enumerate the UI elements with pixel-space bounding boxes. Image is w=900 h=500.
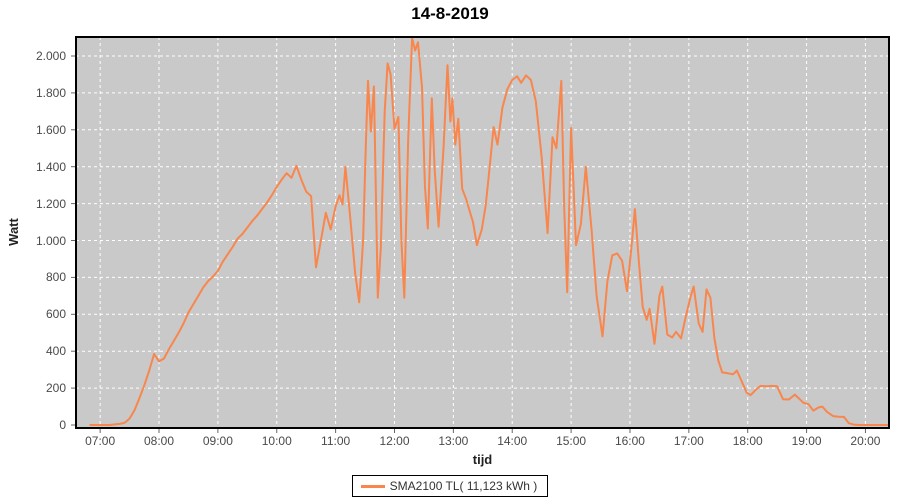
- chart-title: 14-8-2019: [411, 4, 489, 23]
- series-line: [89, 37, 890, 426]
- x-tick-label: 12:00: [379, 434, 410, 448]
- x-tick-label: 17:00: [673, 434, 704, 448]
- x-tick-label: 09:00: [202, 434, 233, 448]
- x-tick-label: 13:00: [438, 434, 469, 448]
- x-tick-label: 07:00: [85, 434, 116, 448]
- y-tick-label: 800: [45, 270, 66, 285]
- x-tick-label: 20:00: [850, 434, 881, 448]
- x-tick-label: 18:00: [732, 434, 763, 448]
- x-tick-label: 14:00: [497, 434, 528, 448]
- y-tick-label: 400: [45, 344, 66, 359]
- y-tick-label: 2.000: [35, 49, 66, 63]
- x-axis-label: tijd: [472, 452, 493, 467]
- plot-background: [76, 37, 889, 428]
- legend: SMA2100 TL( 11,123 kWh ): [351, 475, 549, 497]
- y-tick-label: 1.200: [35, 196, 66, 211]
- y-tick-label: 1.400: [35, 159, 66, 174]
- y-tick-label: 200: [45, 381, 66, 396]
- y-tick-label: 1.000: [35, 233, 66, 248]
- y-tick-label: 600: [45, 307, 66, 322]
- x-tick-label: 15:00: [556, 434, 587, 448]
- x-tick-label: 10:00: [261, 434, 292, 448]
- y-tick-label: 1.800: [35, 85, 66, 100]
- x-tick-label: 11:00: [321, 434, 351, 448]
- x-tick-label: 08:00: [143, 434, 175, 448]
- legend-label: SMA2100 TL( 11,123 kWh ): [389, 479, 538, 493]
- x-tick-label: 16:00: [614, 434, 645, 448]
- x-tick-label: 19:00: [791, 434, 822, 448]
- plot-border: [75, 36, 890, 429]
- y-tick-label: 1.600: [35, 122, 66, 137]
- y-tick-label: 0: [59, 418, 66, 432]
- legend-line-swatch: [360, 484, 385, 488]
